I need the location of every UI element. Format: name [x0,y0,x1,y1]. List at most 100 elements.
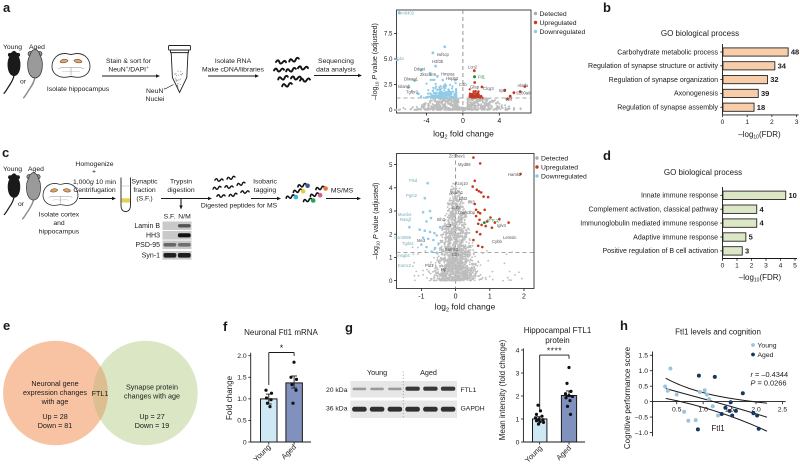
svg-text:0: 0 [454,294,458,301]
svg-text:H3f3b: H3f3b [432,59,444,64]
svg-text:Aged: Aged [554,444,573,463]
svg-text:Isolate hippocampus: Isolate hippocampus [47,86,110,93]
svg-text:Aged: Aged [279,443,298,462]
svg-text:0: 0 [644,399,648,406]
svg-text:d: d [603,148,611,163]
svg-text:Murcks: Murcks [398,212,412,217]
svg-text:Young: Young [3,166,22,173]
svg-text:Innate immune response: Innate immune response [641,193,718,200]
svg-text:1: 1 [735,263,739,270]
svg-text:1: 1 [488,294,492,301]
svg-text:Pgm2: Pgm2 [406,193,418,198]
svg-text:Isolate RNA: Isolate RNA [215,58,252,65]
svg-text:–1.0: –1.0 [635,430,648,437]
svg-text:Aged: Aged [420,368,437,377]
svg-text:3: 3 [389,208,393,215]
svg-text:0: 0 [243,439,247,446]
svg-text:Axonogenesis: Axonogenesis [674,91,718,98]
svg-text:Neuronal gene: Neuronal gene [31,379,78,388]
svg-text:48: 48 [791,48,799,57]
svg-text:Up = 27: Up = 27 [139,412,164,421]
svg-text:Iglv3: Iglv3 [497,223,507,228]
svg-text:GO biological process: GO biological process [664,168,742,177]
svg-text:Zkscan9: Zkscan9 [420,72,436,77]
svg-text:log2 fold change: log2 fold change [435,302,496,314]
svg-text:4: 4 [389,185,393,192]
svg-text:Dlwag1: Dlwag1 [404,77,419,82]
svg-text:Tgds2: Tgds2 [402,241,414,246]
svg-text:Hspb3: Hspb3 [446,76,459,81]
svg-text:0.5: 0.5 [672,407,682,414]
svg-text:Ftl1: Ftl1 [478,75,486,80]
svg-text:h: h [620,318,628,333]
svg-text:C4b: C4b [452,205,460,210]
svg-text:protein: protein [545,336,569,345]
svg-text:Aged: Aged [29,44,45,51]
svg-text:Young: Young [758,343,777,350]
svg-text:with age: with age [41,397,69,406]
svg-text:Neuronal Ftl1 mRNA: Neuronal Ftl1 mRNA [244,328,318,337]
svg-text:Young: Young [367,368,387,377]
svg-text:f: f [223,319,228,334]
svg-text:Regulation of synapse assembly: Regulation of synapse assembly [617,105,718,112]
svg-text:–log10 P value (adjusted): –log10 P value (adjusted) [373,183,381,260]
svg-text:Imsgb4: Imsgb4 [396,253,410,258]
svg-text:4: 4 [760,205,765,214]
svg-text:Complement activation, classic: Complement activation, classical pathway [588,207,718,214]
svg-text:3: 3 [795,119,799,126]
svg-text:Lcn2: Lcn2 [468,65,478,70]
svg-text:GAPDH: GAPDH [461,406,485,413]
svg-text:Hippocampal FTL1: Hippocampal FTL1 [524,326,592,335]
svg-text:4: 4 [779,263,783,270]
svg-text:0: 0 [516,439,520,446]
svg-text:Hmpua: Hmpua [441,72,455,77]
svg-text:1.5: 1.5 [237,375,247,382]
svg-text:1,000g 10 min: 1,000g 10 min [73,179,116,186]
svg-text:Fold change: Fold change [225,375,234,420]
svg-text:Vcam1: Vcam1 [450,190,464,195]
svg-text:GO biological process: GO biological process [661,29,739,38]
svg-text:3: 3 [745,247,749,256]
svg-text:Kcnj10: Kcnj10 [455,181,468,186]
svg-text:hippocampus: hippocampus [39,229,80,236]
svg-text:Carbohydrate metabolic process: Carbohydrate metabolic process [617,49,718,56]
svg-text:4: 4 [516,347,520,354]
svg-text:Gsn3055: Gsn3055 [394,235,412,240]
svg-text:Cybb: Cybb [492,239,502,244]
svg-text:-4: -4 [423,118,429,125]
svg-text:Downregulated: Downregulated [540,29,586,36]
svg-text:0: 0 [721,119,725,126]
svg-text:Nuclei: Nuclei [146,96,165,103]
svg-text:36 kDa: 36 kDa [326,406,348,413]
svg-text:Aged: Aged [28,166,44,173]
svg-text:Hp: Hp [441,267,447,272]
svg-text:Isolate cortex: Isolate cortex [39,212,80,219]
svg-text:NeuN+/DAPI+: NeuN+/DAPI+ [108,65,149,73]
svg-text:2.0: 2.0 [237,353,247,360]
svg-text:C4a: C4a [396,56,404,61]
svg-text:2.5: 2.5 [384,82,393,89]
svg-text:34: 34 [778,61,787,70]
svg-text:Immunoglobulin mediated immune: Immunoglobulin mediated immune response [580,220,718,227]
svg-text:N/M: N/M [178,214,191,221]
svg-text:Downregulated: Downregulated [541,174,587,181]
svg-text:5: 5 [793,263,797,270]
svg-text:Stain & sort for: Stain & sort for [106,58,152,65]
svg-text:****: **** [547,346,562,356]
svg-text:10: 10 [789,191,797,200]
svg-text:0: 0 [389,278,393,285]
svg-text:5: 5 [389,162,393,169]
svg-text:Down = 19: Down = 19 [135,421,170,430]
svg-text:or: or [18,201,25,208]
svg-text:PSD-95: PSD-95 [135,242,160,249]
svg-text:Eumc2: Eumc2 [398,263,412,268]
svg-text:3: 3 [516,370,520,377]
svg-text:Synaptic: Synaptic [131,179,158,186]
svg-text:0: 0 [721,263,725,270]
svg-text:Upregulated: Upregulated [541,165,578,172]
svg-text:MS/MS: MS/MS [331,188,354,195]
svg-text:5: 5 [749,233,753,242]
svg-text:Ftl1: Ftl1 [711,424,725,433]
svg-text:Tgfbr2: Tgfbr2 [406,90,419,95]
svg-text:Down = 81: Down = 81 [38,421,73,430]
